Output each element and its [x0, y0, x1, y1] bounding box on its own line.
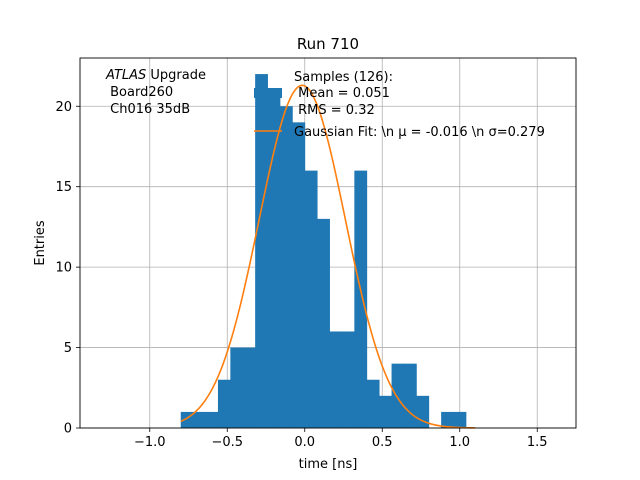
histogram-bar	[329, 331, 343, 428]
histogram-bar	[205, 411, 219, 428]
annotation-line-1: ATLAS Upgrade	[105, 68, 206, 83]
y-tick-label: 5	[64, 341, 72, 356]
x-tick-label: 0.5	[372, 435, 393, 450]
y-axis: 0 5 10 15 20	[55, 100, 80, 437]
y-tick-label: 10	[55, 261, 72, 276]
histogram-bar	[217, 379, 231, 428]
histogram-bar	[379, 395, 392, 428]
chart-title: Run 710	[297, 35, 359, 53]
legend-fit-label: Gaussian Fit: \n μ = -0.016 \n σ=0.279	[294, 125, 545, 140]
histogram-bar	[441, 411, 454, 428]
legend-samples-line-1: Samples (126):	[294, 70, 393, 85]
histogram-bar	[230, 347, 244, 428]
legend-samples-line-2: Mean = 0.051	[294, 86, 390, 101]
histogram-bar	[304, 170, 318, 428]
histogram-bars	[180, 74, 467, 429]
x-tick-label: 1.5	[527, 435, 548, 450]
x-axis-label: time [ns]	[299, 457, 358, 472]
legend-samples-line-3: RMS = 0.32	[294, 103, 375, 118]
histogram-bar	[354, 170, 368, 428]
histogram-bar	[292, 122, 306, 428]
histogram-bar	[341, 331, 355, 428]
gaussian-fit-curve	[180, 84, 476, 429]
x-axis: −1.0 −0.5 0.0 0.5 1.0 1.5	[134, 428, 548, 450]
legend-samples-patch	[254, 88, 282, 98]
x-tick-label: −1.0	[134, 435, 166, 450]
x-tick-label: 0.0	[294, 435, 315, 450]
y-tick-label: 15	[55, 180, 72, 195]
histogram-bar	[279, 106, 293, 429]
plot-frame	[79, 57, 577, 429]
y-axis-label: Entries	[33, 220, 48, 266]
histogram-bar	[403, 363, 417, 428]
histogram-bar	[391, 363, 405, 428]
y-tick-label: 20	[55, 100, 72, 115]
y-tick-label: 0	[64, 422, 72, 437]
x-tick-label: −0.5	[211, 435, 243, 450]
atlas-annotation: ATLAS Upgrade Board260 Ch016 35dB	[105, 68, 206, 117]
legend: Samples (126): Mean = 0.051 RMS = 0.32 G…	[254, 70, 545, 140]
histogram-bar	[317, 218, 330, 428]
x-tick-label: 1.0	[449, 435, 470, 450]
annotation-line-3: Ch016 35dB	[106, 102, 190, 117]
histogram-bar	[193, 411, 206, 428]
histogram-bar	[267, 90, 281, 428]
histogram-bar	[242, 347, 256, 428]
histogram-bar	[255, 74, 268, 428]
histogram-bar	[366, 379, 380, 428]
histogram-bar	[453, 411, 467, 428]
annotation-line-2: Board260	[106, 85, 173, 100]
